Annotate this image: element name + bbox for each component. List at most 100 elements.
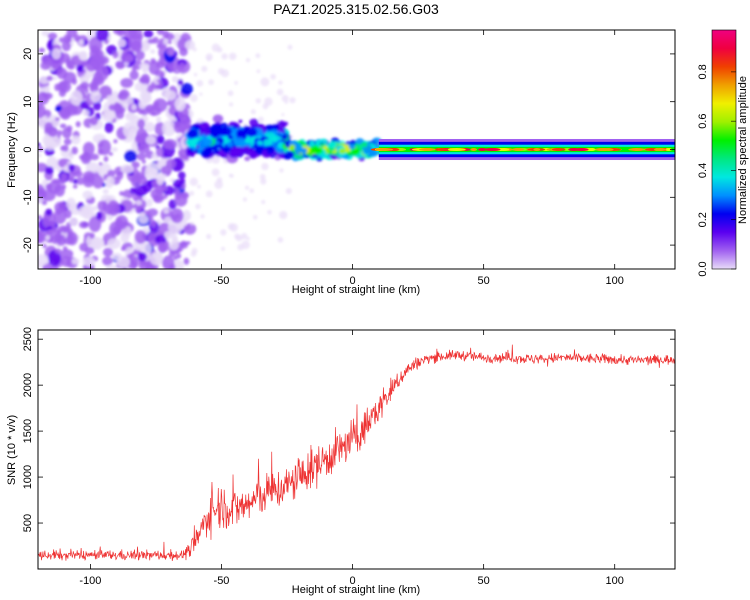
spectrogram-cell [257, 140, 263, 145]
spectrogram-cell [156, 43, 162, 49]
spectrogram-cell [221, 246, 225, 251]
x-tick-label: -100 [79, 575, 101, 587]
x-tick-label: 100 [606, 275, 624, 287]
spectrogram-cell [281, 113, 285, 117]
x-tick-label: -100 [79, 275, 101, 287]
y-tick-label: 0 [22, 146, 34, 152]
spectrogram-cell [252, 214, 258, 220]
spectrogram-cell [418, 148, 437, 151]
spectrogram-cell [186, 128, 199, 139]
spectrogram-cell [216, 177, 223, 183]
spectrogram-cell [157, 241, 167, 254]
spectrogram-cell [82, 190, 93, 200]
colorbar-tick-label: 0.6 [697, 114, 709, 129]
spectrogram-cell [170, 208, 184, 224]
spectrogram-cell [115, 61, 125, 70]
spectrogram-cell [89, 153, 100, 161]
spectrogram-cell [147, 208, 159, 217]
spectrogram-cell [38, 103, 46, 119]
spectrogram-cell [234, 137, 246, 147]
spectrogram-y-ticks: -20 -10 0 10 20 [22, 48, 675, 253]
spectrogram-cell [38, 231, 44, 244]
spectrogram-cell [258, 116, 264, 123]
spectrogram-cell [62, 144, 69, 152]
spectrogram-cell [54, 248, 62, 254]
spectrogram-cell [95, 30, 109, 42]
spectrogram-cell [144, 121, 156, 133]
spectrogram-cell [360, 141, 368, 148]
spectrogram-cell [287, 44, 293, 50]
spectrogram-cell [205, 53, 213, 61]
spectrogram-cell [183, 225, 191, 231]
spectrogram-cell [77, 206, 92, 217]
spectrogram-cell [164, 231, 174, 240]
spectrogram-cell [227, 90, 234, 97]
spectrogram-cell [57, 129, 63, 136]
spectrogram-cell [182, 209, 191, 221]
y-tick-label: 2500 [22, 327, 34, 351]
spectrogram-cell [263, 149, 268, 154]
spectrogram-cell [588, 148, 596, 151]
spectrogram-cell [125, 112, 136, 122]
spectrogram-cell [156, 116, 162, 123]
spectrogram-cell [38, 142, 41, 147]
spectrogram-cell [66, 30, 78, 38]
spectrogram-cell [165, 46, 175, 56]
spectrogram-cell [173, 255, 178, 261]
spectrogram-cell [59, 123, 67, 129]
x-tick-label: -50 [214, 275, 230, 287]
spectrogram-cell [85, 162, 100, 174]
spectrogram-cell [228, 52, 237, 61]
spectrogram-cell [104, 122, 114, 134]
spectrogram-cell [92, 175, 104, 189]
spectrogram-blobs [38, 30, 382, 269]
spectrogram-cell [66, 59, 75, 69]
spectrogram-cell [244, 156, 251, 162]
snr-x-label: Height of straight line (km) [292, 584, 420, 596]
colorbar: 0.0 0.2 0.4 0.6 0.8 Normalized spectral ampl… [697, 29, 749, 277]
spectrogram-cell [108, 152, 113, 156]
spectrogram-cell [105, 264, 118, 269]
spectrogram-cell [188, 149, 194, 153]
spectrogram-cell [84, 246, 95, 255]
colorbar-tick-label: 0.8 [697, 64, 709, 79]
spectrogram-cell [45, 208, 53, 216]
spectrogram-cell [178, 62, 186, 71]
spectrogram-cell [160, 185, 168, 191]
spectrogram-cell [145, 263, 154, 269]
spectrogram-cell [131, 103, 137, 111]
y-tick-label: 20 [22, 48, 34, 60]
spectrogram-cell [129, 187, 136, 194]
spectrogram-cell [164, 90, 177, 101]
spectrogram-cell [138, 76, 149, 84]
spectrogram-cell [206, 233, 212, 240]
spectrogram-cell [47, 32, 58, 40]
spectrogram-cell [129, 70, 139, 80]
spectrogram-cell [155, 257, 162, 266]
spectrogram-cell [190, 251, 197, 257]
figure-title: PAZ1.2025.315.02.56.G03 [273, 1, 439, 17]
spectrogram-cell [78, 221, 89, 229]
spectrogram-cell [62, 228, 68, 234]
spectrogram-cell [234, 233, 240, 240]
spectrogram-cell [294, 145, 304, 154]
spectrogram-x-label: Height of straight line (km) [292, 284, 420, 296]
spectrogram-cell [122, 121, 137, 139]
spectrogram-cell [221, 53, 228, 60]
spectrogram-cell [92, 205, 98, 211]
spectrogram-cell [111, 147, 118, 152]
spectrogram-cell [350, 140, 357, 145]
spectrogram-cell [280, 129, 286, 133]
spectrogram-cell [160, 73, 165, 77]
spectrogram-cell [200, 134, 206, 138]
spectrogram-cell [71, 146, 78, 155]
spectrogram-cell [190, 94, 198, 102]
spectrogram-cell [276, 88, 284, 96]
spectrogram-cell [97, 139, 112, 156]
spectrogram-cell [211, 155, 221, 164]
spectrogram-cell [73, 170, 83, 178]
spectrogram-cell [137, 118, 146, 129]
spectrogram-cell [435, 148, 448, 151]
x-tick-label: -50 [214, 575, 230, 587]
